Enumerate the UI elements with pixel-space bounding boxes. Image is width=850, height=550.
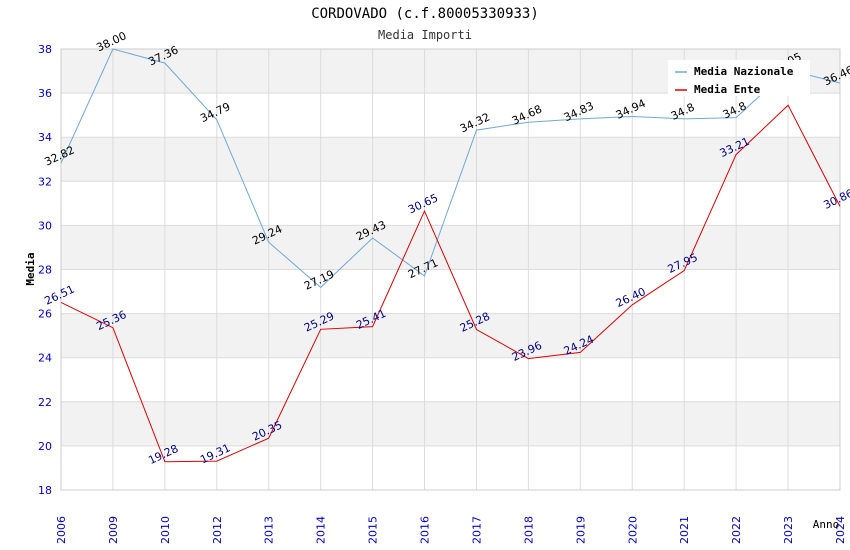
x-tick-labels: 2006 2009 2010 2012 2013 2014 2015 2016 2017 2018… bbox=[55, 516, 847, 544]
y-tick-label: 24 bbox=[38, 352, 52, 365]
x-tick-label: 2012 bbox=[211, 516, 224, 544]
y-tick-label: 20 bbox=[38, 440, 52, 453]
x-tick-label: 2006 bbox=[55, 516, 68, 544]
chart-subtitle: Media Importi bbox=[378, 28, 472, 42]
y-tick-label: 22 bbox=[38, 396, 52, 409]
y-tick-label: 36 bbox=[38, 87, 52, 100]
plot-background-bands bbox=[61, 49, 840, 490]
x-axis-title: Anno bbox=[813, 518, 840, 531]
band-24 bbox=[61, 313, 840, 358]
band-32 bbox=[61, 137, 840, 182]
y-tick-label: 32 bbox=[38, 175, 52, 188]
x-tick-label: 2020 bbox=[626, 516, 639, 544]
gridlines bbox=[60, 48, 841, 491]
y-tick-label: 30 bbox=[38, 219, 52, 232]
y-tick-label: 18 bbox=[38, 484, 52, 497]
x-tick-label: 2015 bbox=[367, 516, 380, 544]
y-tick-labels: 18 20 22 24 26 28 30 32 34 36 38 bbox=[38, 43, 52, 497]
x-tick-label: 2013 bbox=[263, 516, 276, 544]
y-tick-label: 26 bbox=[38, 308, 52, 321]
y-tick-label: 34 bbox=[38, 131, 52, 144]
y-tick-label: 38 bbox=[38, 43, 52, 56]
x-tick-label: 2024 bbox=[834, 516, 847, 544]
x-tick-label: 2016 bbox=[419, 516, 432, 544]
x-tick-label: 2018 bbox=[522, 516, 535, 544]
y-axis-title: Media bbox=[24, 252, 37, 285]
legend-box bbox=[668, 60, 810, 96]
x-tick-label: 2014 bbox=[315, 516, 328, 544]
band-20 bbox=[61, 401, 840, 446]
plot-border bbox=[60, 48, 841, 491]
legend-label-media-nazionale: Media Nazionale bbox=[694, 65, 794, 78]
x-tick-label: 2017 bbox=[470, 516, 483, 544]
band-34 bbox=[61, 93, 840, 138]
y-tick-label: 28 bbox=[38, 264, 52, 277]
x-tick-label: 2023 bbox=[782, 516, 795, 544]
series-line-media-ente bbox=[60, 104, 841, 463]
x-tick-label: 2021 bbox=[678, 516, 691, 544]
chart-title: CORDOVADO (c.f.80005330933) bbox=[311, 6, 539, 22]
band-28 bbox=[61, 225, 840, 270]
series-lines bbox=[60, 48, 841, 463]
band-26 bbox=[61, 269, 840, 314]
x-tick-label: 2022 bbox=[730, 516, 743, 544]
legend: Media Nazionale Media Ente bbox=[668, 60, 810, 96]
band-22 bbox=[61, 357, 840, 402]
x-tick-label: 2009 bbox=[107, 516, 120, 544]
legend-label-media-ente: Media Ente bbox=[694, 83, 761, 96]
series-line-media-nazionale bbox=[60, 48, 841, 289]
x-tick-label: 2010 bbox=[159, 516, 172, 544]
x-tick-label: 2019 bbox=[574, 516, 587, 544]
band-18 bbox=[61, 445, 840, 490]
